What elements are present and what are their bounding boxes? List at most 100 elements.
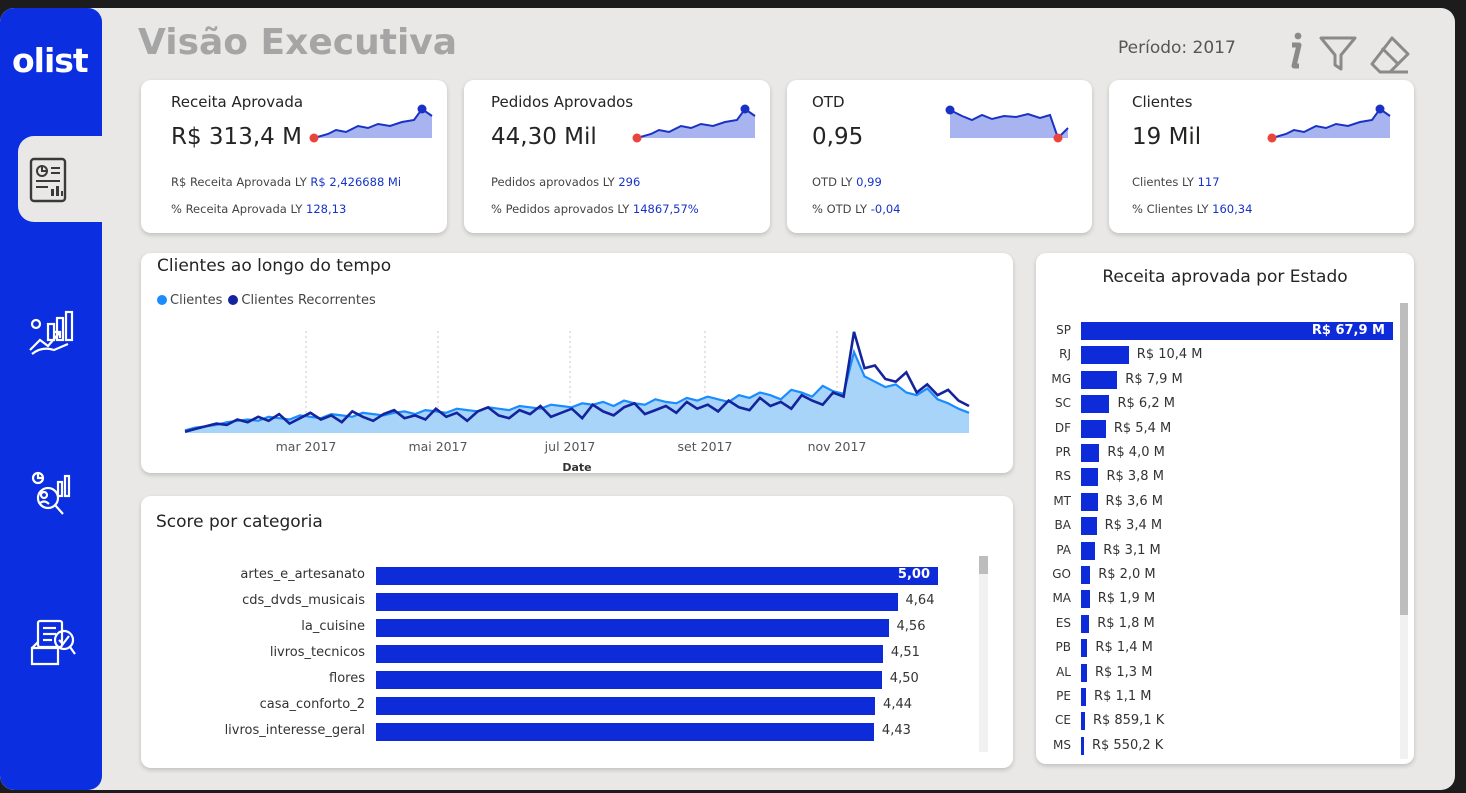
category-label: la_cuisine — [301, 619, 365, 634]
growth-icon[interactable] — [26, 306, 76, 358]
bar[interactable] — [1081, 736, 1084, 755]
kpi-ly-label: Pedidos aprovados LY — [491, 175, 615, 189]
bar[interactable] — [1081, 639, 1088, 658]
kpi-title: Clientes — [1132, 93, 1193, 111]
bar-value-label: 4,51 — [890, 645, 920, 660]
kpi-value: 0,95 — [812, 124, 864, 150]
kpi-ly-1: OTD LY 0,99 — [812, 175, 882, 189]
bar[interactable] — [1081, 444, 1100, 462]
bar-value-label: R$ 2,0 M — [1098, 567, 1156, 582]
scrollbar[interactable] — [1400, 303, 1408, 759]
info-icon[interactable] — [1283, 30, 1307, 72]
category-label: AL — [1056, 664, 1071, 679]
bar-value-label: 4,50 — [889, 671, 919, 686]
bar[interactable] — [1081, 688, 1087, 706]
category-label: RJ — [1059, 347, 1071, 362]
category-label: artes_e_artesanato — [240, 567, 365, 582]
bar[interactable] — [1081, 663, 1087, 682]
category-label: DF — [1054, 420, 1071, 435]
page-title: Visão Executiva — [138, 22, 458, 63]
kpi-value: R$ 313,4 M — [171, 124, 302, 150]
bar-value-label: 4,56 — [896, 619, 926, 634]
bar[interactable] — [1081, 395, 1110, 414]
category-label: MA — [1052, 591, 1071, 606]
bar[interactable] — [1081, 517, 1097, 536]
category-label: RS — [1055, 469, 1071, 484]
kpi-card-clientes[interactable]: Clientes 19 Mil Clientes LY 117 % Client… — [1109, 80, 1414, 233]
bar-value-label: R$ 1,1 M — [1094, 689, 1152, 704]
bar-value-label: R$ 1,3 M — [1094, 664, 1153, 680]
kpi-ly-label: R$ Receita Aprovada LY — [171, 175, 307, 189]
category-label: PA — [1056, 542, 1071, 557]
kpi-ly-1: R$ Receita Aprovada LY R$ 2,426688 Mi — [171, 175, 401, 189]
bar[interactable] — [1081, 712, 1085, 731]
chart-title: Receita aprovada por Estado — [1102, 267, 1348, 287]
bar[interactable] — [1081, 346, 1129, 365]
kpi-ly-2: % Receita Aprovada LY 128,13 — [171, 202, 346, 216]
bar[interactable] — [376, 593, 898, 611]
category-label: PR — [1055, 445, 1071, 459]
bar-value-label: 4,43 — [881, 723, 911, 738]
category-label: BA — [1054, 518, 1071, 533]
eraser-icon[interactable] — [1368, 34, 1412, 76]
kpi-ly-label: OTD LY — [812, 175, 853, 189]
bar[interactable] — [1081, 322, 1393, 340]
filter-icon[interactable] — [1318, 34, 1358, 74]
bar-value-label: R$ 859,1 K — [1092, 713, 1165, 729]
clientes-chart-card[interactable]: Clientes ao longo do tempo Clientes Clie… — [141, 253, 1013, 473]
legend-item-clientes[interactable]: Clientes — [157, 293, 222, 308]
report-icon[interactable] — [28, 156, 70, 204]
dashboard-frame: olist — [0, 8, 1455, 790]
kpi-card-pedidos[interactable]: Pedidos Aprovados 44,30 Mil Pedidos apro… — [464, 80, 770, 233]
x-tick-label: set 2017 — [678, 439, 733, 454]
bar[interactable] — [1081, 541, 1096, 560]
bar[interactable] — [376, 619, 889, 637]
kpi-card-receita[interactable]: Receita Aprovada R$ 313,4 M R$ Receita A… — [141, 80, 447, 233]
chart-legend: Clientes Clientes Recorrentes — [157, 293, 376, 308]
bar-value-label: R$ 1,8 M — [1097, 615, 1155, 631]
scrollbar-thumb[interactable] — [1400, 303, 1408, 615]
kpi-ly-value: -0,04 — [870, 202, 901, 216]
sidebar-active-tab[interactable] — [18, 136, 118, 222]
kpi-card-otd[interactable]: OTD 0,95 OTD LY 0,99 % OTD LY -0,04 — [787, 80, 1092, 233]
estado-chart-card[interactable]: Receita aprovada por Estado SP R$ 67,9 M R… — [1036, 253, 1414, 764]
kpi-title: Pedidos Aprovados — [491, 93, 634, 111]
sparkline — [1267, 104, 1391, 143]
bar[interactable] — [376, 671, 882, 689]
bar[interactable] — [1081, 468, 1099, 487]
category-label: PE — [1056, 689, 1071, 703]
x-axis-label: Date — [562, 461, 591, 473]
score-chart-card[interactable]: Score por categoria artes_e_artesanato 5,… — [141, 496, 1013, 768]
bar[interactable] — [1081, 614, 1090, 633]
bar[interactable] — [376, 645, 883, 663]
scrollbar[interactable] — [979, 556, 988, 752]
bar[interactable] — [1081, 590, 1090, 609]
bar[interactable] — [1081, 492, 1098, 511]
bar[interactable] — [1081, 370, 1118, 389]
series-area-clientes — [185, 352, 969, 433]
scrollbar-thumb[interactable] — [979, 556, 988, 574]
bar-value-label: R$ 3,4 M — [1104, 518, 1163, 534]
series-line-recorrentes[interactable] — [184, 331, 970, 433]
legend-dot — [157, 295, 167, 305]
category-label: MT — [1053, 493, 1071, 508]
x-tick-label: mai 2017 — [408, 439, 467, 454]
bar-value-label: R$ 550,2 K — [1092, 737, 1164, 753]
kpi-ly-label: % Pedidos aprovados LY — [491, 202, 630, 216]
kpi-ly-2: % Clientes LY 160,34 — [1132, 202, 1252, 216]
bar[interactable] — [376, 697, 876, 715]
analytics-search-icon[interactable] — [28, 468, 76, 520]
bar[interactable] — [376, 723, 874, 741]
sidebar: olist — [0, 8, 102, 790]
kpi-ly-label: % Receita Aprovada LY — [171, 202, 303, 216]
category-label: MG — [1051, 371, 1071, 386]
bar[interactable] — [376, 567, 938, 585]
bar[interactable] — [1081, 566, 1091, 584]
category-label: PB — [1055, 640, 1071, 655]
category-label: CE — [1055, 713, 1071, 728]
bar[interactable] — [1081, 419, 1106, 438]
legend-item-recorrentes[interactable]: Clientes Recorrentes — [228, 293, 376, 308]
kpi-ly-value: R$ 2,426688 Mi — [310, 175, 402, 189]
kpi-ly-value: 160,34 — [1212, 202, 1253, 216]
product-checklist-icon[interactable] — [28, 618, 78, 668]
